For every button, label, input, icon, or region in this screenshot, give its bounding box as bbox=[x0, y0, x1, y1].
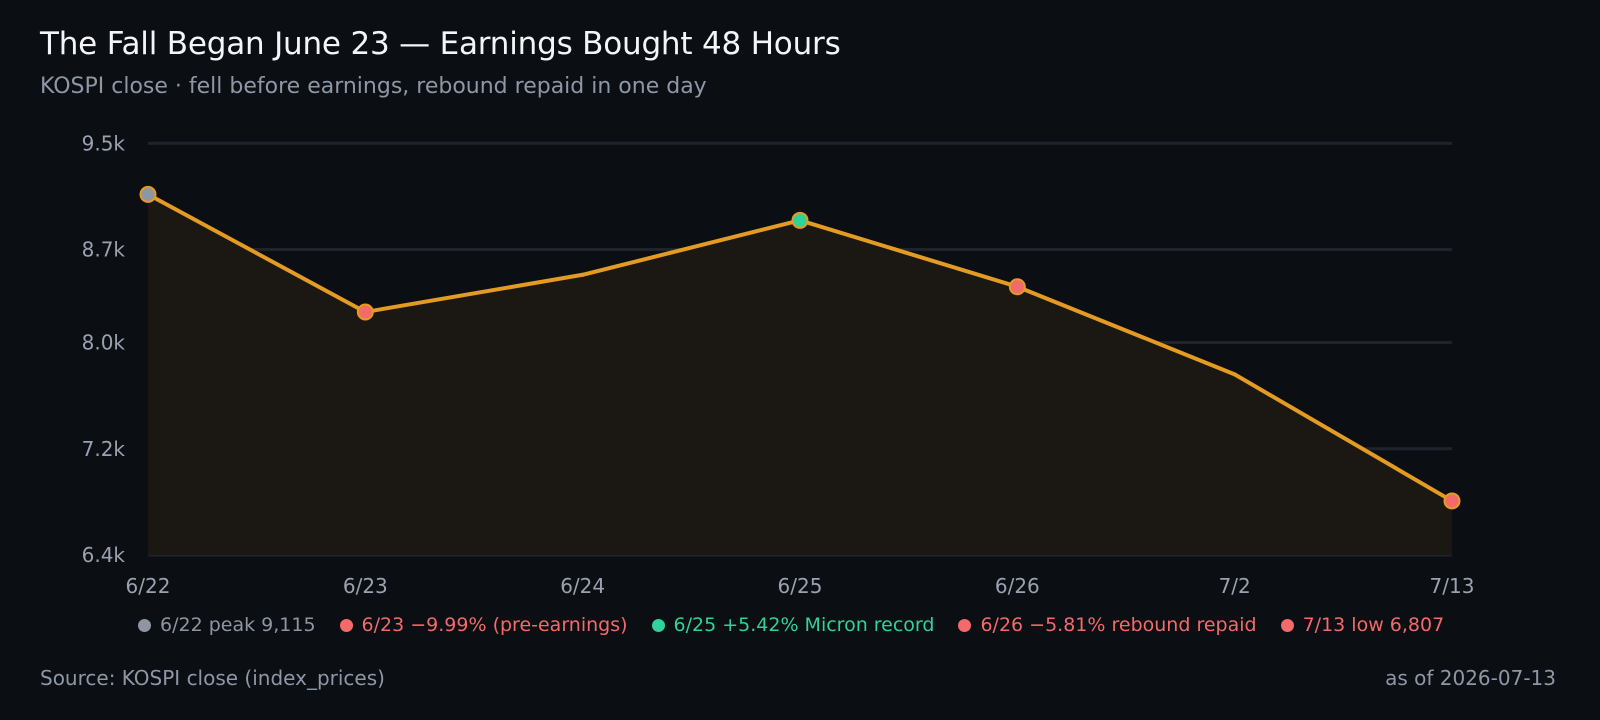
legend-dot-icon bbox=[339, 618, 353, 632]
legend-item: 6/22 peak 9,115 bbox=[138, 614, 316, 636]
x-tick-label: 6/23 bbox=[343, 574, 388, 598]
y-axis: 6.4k 7.2k 8.0k 8.7k 9.5k bbox=[82, 131, 126, 567]
data-point-7-2 bbox=[1232, 372, 1237, 377]
y-tick-label: 8.7k bbox=[82, 238, 126, 262]
legend-dot-icon bbox=[1280, 618, 1294, 632]
legend-item: 6/23 −9.99% (pre-earnings) bbox=[339, 614, 628, 636]
legend-item: 6/26 −5.81% rebound repaid bbox=[958, 614, 1257, 636]
x-tick-label: 6/26 bbox=[995, 574, 1040, 598]
legend-dot-icon bbox=[138, 618, 151, 632]
x-tick-label: 6/22 bbox=[126, 574, 171, 598]
legend-label: 6/23 −9.99% (pre-earnings) bbox=[361, 614, 628, 636]
x-tick-label: 6/24 bbox=[560, 574, 605, 598]
marker-layer bbox=[139, 185, 1461, 510]
legend-item: 6/25 +5.42% Micron record bbox=[651, 614, 935, 636]
x-tick-label: 6/25 bbox=[778, 574, 823, 598]
legend-label: 6/25 +5.42% Micron record bbox=[673, 614, 935, 636]
marker-6-25 bbox=[791, 211, 809, 229]
as-of-date: as of 2026-07-13 bbox=[1385, 666, 1556, 690]
y-tick-label: 6.4k bbox=[82, 543, 126, 567]
chart-title: The Fall Began June 23 — Earnings Bought… bbox=[40, 26, 841, 62]
y-tick-label: 9.5k bbox=[82, 131, 126, 155]
data-point-6-24 bbox=[580, 272, 585, 277]
legend-label: 6/26 −5.81% rebound repaid bbox=[980, 614, 1257, 636]
chart-subtitle: KOSPI close · fell before earnings, rebo… bbox=[40, 74, 707, 99]
marker-7-13 bbox=[1443, 492, 1461, 510]
legend-dot-icon bbox=[958, 618, 972, 632]
marker-6-22 bbox=[139, 185, 157, 203]
area-fill-layer bbox=[148, 194, 1452, 555]
legend-dot-icon bbox=[651, 618, 665, 632]
chart-legend: 6/22 peak 9,115 6/23 −9.99% (pre-earnings… bbox=[138, 614, 1444, 636]
legend-item: 7/13 low 6,807 bbox=[1280, 614, 1445, 636]
y-tick-label: 7.2k bbox=[82, 437, 126, 461]
legend-label: 6/22 peak 9,115 bbox=[160, 614, 316, 636]
marker-6-23 bbox=[356, 303, 374, 321]
x-tick-label: 7/13 bbox=[1430, 574, 1475, 598]
x-tick-label: 7/2 bbox=[1219, 574, 1251, 598]
area-fill bbox=[148, 194, 1452, 555]
marker-6-26 bbox=[1008, 278, 1026, 296]
y-tick-label: 8.0k bbox=[82, 331, 126, 355]
x-axis: 6/22 6/23 6/24 6/25 6/26 7/2 7/13 bbox=[126, 574, 1475, 598]
legend-label: 7/13 low 6,807 bbox=[1302, 614, 1445, 636]
source-note: Source: KOSPI close (index_prices) bbox=[40, 666, 385, 690]
